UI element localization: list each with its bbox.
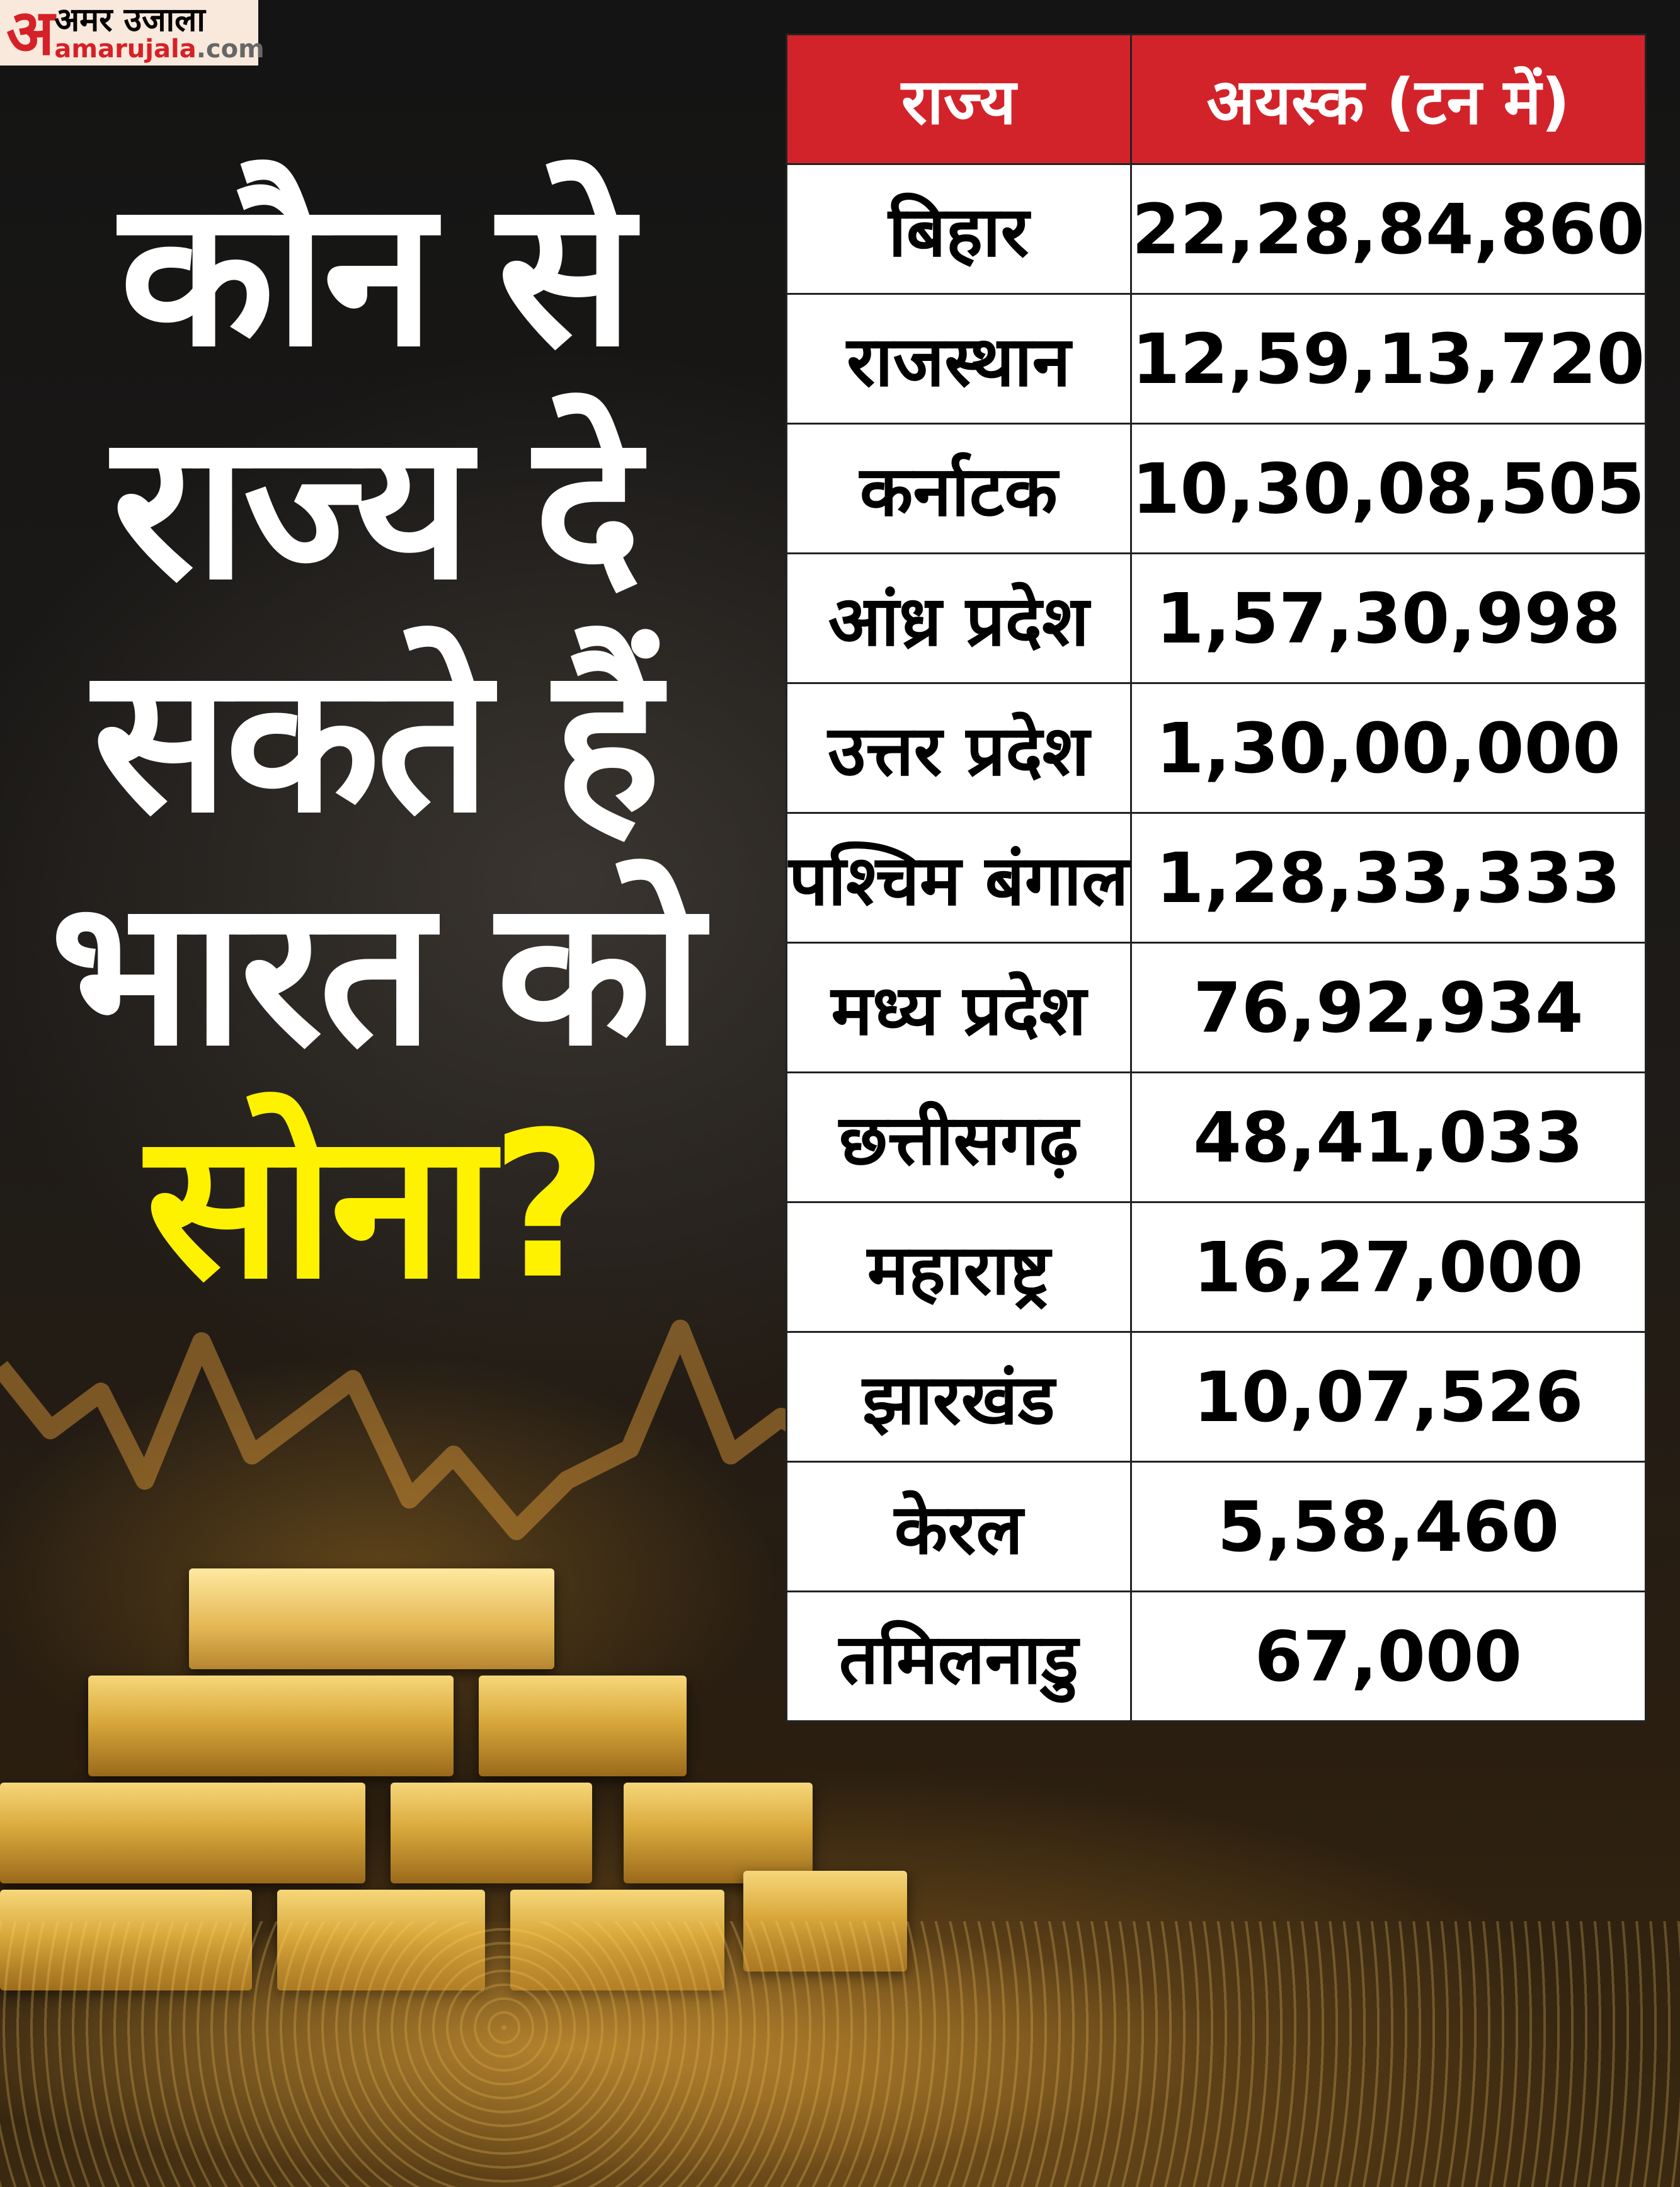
background-stock-line-decoration bbox=[0, 1320, 819, 1540]
ore-cell: 5,58,460 bbox=[1129, 1461, 1647, 1592]
amar-ujala-logo: अ अमर उजाला amarujala.com bbox=[0, 0, 265, 69]
state-cell: राजस्थान bbox=[786, 293, 1132, 425]
ore-cell: 48,41,033 bbox=[1129, 1071, 1647, 1203]
state-cell: झारखंड bbox=[786, 1331, 1132, 1463]
state-cell: मध्य प्रदेश bbox=[786, 942, 1132, 1073]
ore-cell: 1,57,30,998 bbox=[1129, 552, 1647, 684]
table-row: केरल 5,58,460 bbox=[786, 1461, 1647, 1592]
table-row: उत्तर प्रदेश 1,30,00,000 bbox=[786, 682, 1647, 814]
ore-cell: 22,28,84,860 bbox=[1129, 163, 1647, 295]
state-cell: कर्नाटक bbox=[786, 423, 1132, 554]
ore-cell: 1,30,00,000 bbox=[1129, 682, 1647, 814]
header-state: राज्य bbox=[786, 33, 1132, 165]
table-header-row: राज्य अयस्क (टन में) bbox=[786, 33, 1647, 165]
logo-hindi: अमर उजाला bbox=[54, 1, 205, 39]
ore-cell: 1,28,33,333 bbox=[1129, 812, 1647, 944]
ore-cell: 76,92,934 bbox=[1129, 942, 1647, 1073]
state-cell: छत्तीसगढ़ bbox=[786, 1071, 1132, 1203]
state-cell: केरल bbox=[786, 1461, 1132, 1592]
table-row: छत्तीसगढ़ 48,41,033 bbox=[786, 1071, 1647, 1203]
logo-mark: अ bbox=[6, 0, 55, 69]
state-cell: बिहार bbox=[786, 163, 1132, 295]
state-cell: आंध्र प्रदेश bbox=[786, 552, 1132, 684]
table-row: मध्य प्रदेश 76,92,934 bbox=[786, 942, 1647, 1073]
table-row: बिहार 22,28,84,860 bbox=[786, 163, 1647, 295]
table-row: झारखंड 10,07,526 bbox=[786, 1331, 1647, 1463]
ore-cell: 16,27,000 bbox=[1129, 1201, 1647, 1333]
table-row: पश्चिम बंगाल 1,28,33,333 bbox=[786, 812, 1647, 944]
state-cell: महाराष्ट्र bbox=[786, 1201, 1132, 1333]
headline-line: सकते हैं bbox=[93, 623, 661, 857]
headline-highlight: सोना? bbox=[146, 1089, 607, 1323]
headline: कौन से राज्य दे सकते हैं भारत को सोना? bbox=[19, 157, 731, 1323]
table-row: आंध्र प्रदेश 1,57,30,998 bbox=[786, 552, 1647, 684]
table-row: तमिलनाडु 67,000 bbox=[786, 1590, 1647, 1722]
ore-cell: 10,07,526 bbox=[1129, 1331, 1647, 1463]
logo-english: amarujala.com bbox=[54, 35, 265, 64]
headline-line: भारत को bbox=[50, 856, 703, 1090]
state-cell: पश्चिम बंगाल bbox=[786, 812, 1132, 944]
header-ore: अयस्क (टन में) bbox=[1129, 33, 1647, 165]
state-cell: उत्तर प्रदेश bbox=[786, 682, 1132, 814]
gold-ore-table: राज्य अयस्क (टन में) बिहार 22,28,84,860 रा… bbox=[786, 33, 1647, 1722]
gold-glitter-decoration bbox=[0, 1921, 1680, 2187]
table-row: कर्नाटक 10,30,08,505 bbox=[786, 423, 1647, 554]
headline-line: कौन से bbox=[120, 157, 634, 391]
ore-cell: 10,30,08,505 bbox=[1129, 423, 1647, 554]
state-cell: तमिलनाडु bbox=[786, 1590, 1132, 1722]
headline-line: राज्य दे bbox=[112, 390, 641, 624]
ore-cell: 12,59,13,720 bbox=[1129, 293, 1647, 425]
table-row: महाराष्ट्र 16,27,000 bbox=[786, 1201, 1647, 1333]
ore-cell: 67,000 bbox=[1129, 1590, 1647, 1722]
table-row: राजस्थान 12,59,13,720 bbox=[786, 293, 1647, 425]
